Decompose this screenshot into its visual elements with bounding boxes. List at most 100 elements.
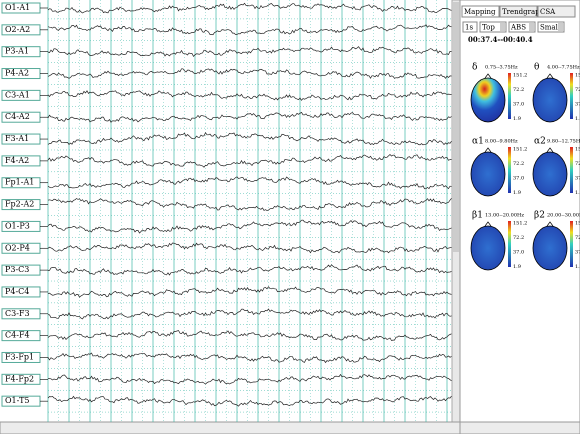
eeg-trace xyxy=(47,198,452,211)
eeg-trace xyxy=(47,308,452,320)
nose xyxy=(484,221,492,227)
eeg-trace xyxy=(47,90,452,101)
toolbar-value: 1s xyxy=(465,24,473,32)
tab[interactable] xyxy=(461,5,500,18)
color-bar xyxy=(570,73,573,119)
nose xyxy=(546,221,554,227)
eeg-trace xyxy=(47,24,452,36)
dropdown-arrow xyxy=(529,23,534,31)
nose xyxy=(546,73,554,79)
toolbar-dropdown[interactable] xyxy=(508,21,536,33)
band-range: 9.80--12.75Hz xyxy=(547,139,580,145)
dropdown-arrow xyxy=(558,23,563,31)
band-symbol: α2 xyxy=(534,137,546,147)
scale-label: 1.9 xyxy=(575,264,580,270)
head-map xyxy=(532,77,568,123)
eeg-trace xyxy=(47,352,452,364)
band-range: 20.00--30.00Hz xyxy=(547,213,580,219)
scale-label: 151.2 xyxy=(513,73,527,79)
toolbar-value: Small xyxy=(540,24,561,32)
head-map xyxy=(470,77,506,123)
scale-label: 1.9 xyxy=(513,264,521,270)
scale-label: 151.2 xyxy=(513,147,527,153)
eeg-trace xyxy=(47,68,452,79)
scale-label: 37.0 xyxy=(575,176,580,182)
scale-label: 151.2 xyxy=(513,221,527,227)
eeg-trace xyxy=(47,395,452,407)
band-symbol: α1 xyxy=(472,137,484,147)
channel-label: O1-P3 xyxy=(5,221,30,230)
color-bar xyxy=(508,221,511,267)
toolbar-dropdown[interactable] xyxy=(479,21,507,33)
time-range: 00:37.4--00:40.4 xyxy=(468,35,533,44)
eeg-trace xyxy=(47,154,452,168)
eeg-trace xyxy=(47,242,452,254)
eeg-trace xyxy=(47,219,452,234)
head-map xyxy=(470,151,506,197)
scale-label: 37.0 xyxy=(513,250,524,256)
scale-label: 72.2 xyxy=(575,235,580,241)
tab[interactable] xyxy=(499,5,538,18)
channel-label: O1-T5 xyxy=(5,396,30,405)
channel-label: O2-P4 xyxy=(5,243,30,252)
band-range: 8.00--9.80Hz xyxy=(485,139,518,145)
eeg-trace xyxy=(47,286,452,298)
nose xyxy=(546,147,554,153)
band-symbol: θ xyxy=(534,63,539,73)
scale-label: 37.0 xyxy=(575,250,580,256)
color-bar xyxy=(508,147,511,193)
channel-label: C4-F4 xyxy=(5,331,30,340)
scale-label: 72.2 xyxy=(513,235,524,241)
channel-label: F3-A1 xyxy=(5,134,29,143)
channel-label: C4-A2 xyxy=(5,112,30,121)
scale-label: 37.0 xyxy=(513,176,524,182)
channel-label: F4-A2 xyxy=(5,156,29,165)
nose xyxy=(484,147,492,153)
band-range: 4.00--7.75Hz xyxy=(547,65,580,71)
horizontal-scrollbar[interactable] xyxy=(0,421,461,434)
color-bar xyxy=(570,221,573,267)
channel-label: C3-F3 xyxy=(5,309,30,318)
scale-label: 1.9 xyxy=(513,190,521,196)
nose xyxy=(484,73,492,79)
scale-label: 151.2 xyxy=(575,73,580,79)
scale-label: 37.0 xyxy=(575,102,580,108)
scale-label: 151.2 xyxy=(575,221,580,227)
eeg-trace xyxy=(47,132,452,146)
eeg-trace xyxy=(47,373,452,385)
channel-label: O1-A1 xyxy=(5,3,30,12)
eeg-trace xyxy=(47,264,452,276)
toolbar-value: Top xyxy=(482,24,495,32)
head-map xyxy=(532,225,568,271)
band-symbol: δ xyxy=(472,63,477,73)
eeg-trace xyxy=(47,330,452,341)
eeg-trace xyxy=(47,176,452,190)
channel-label: P4-A2 xyxy=(5,69,29,78)
toolbar-dropdown[interactable] xyxy=(537,21,565,33)
head-map xyxy=(532,151,568,197)
scale-label: 72.2 xyxy=(575,87,580,93)
channel-label: P4-C4 xyxy=(5,287,29,296)
channel-label: Fp2-A2 xyxy=(5,200,34,209)
scroll-thumb[interactable] xyxy=(453,2,459,252)
channel-label: O2-A2 xyxy=(5,25,30,34)
dropdown-arrow xyxy=(500,23,505,31)
band-symbol: β2 xyxy=(534,211,545,221)
tab-label: CSA xyxy=(540,8,556,16)
channel-label: Fp1-A1 xyxy=(5,178,34,187)
band-symbol: β1 xyxy=(472,211,483,221)
head-map xyxy=(470,225,506,271)
tab-label: Mapping xyxy=(464,8,496,16)
tab[interactable] xyxy=(537,5,576,18)
tab-label: Trendgraph xyxy=(502,8,545,16)
band-range: 0.75--3.75Hz xyxy=(485,65,518,71)
scale-label: 1.9 xyxy=(575,116,580,122)
scale-label: 1.9 xyxy=(575,190,580,196)
scale-label: 1.9 xyxy=(513,116,521,122)
toolbar-dropdown[interactable] xyxy=(462,21,478,33)
panel-scrollbar[interactable] xyxy=(459,421,580,434)
eeg-trace xyxy=(47,111,452,123)
channel-label: C3-A1 xyxy=(5,90,30,99)
eeg-trace xyxy=(47,46,452,58)
scale-label: 151.2 xyxy=(575,147,580,153)
